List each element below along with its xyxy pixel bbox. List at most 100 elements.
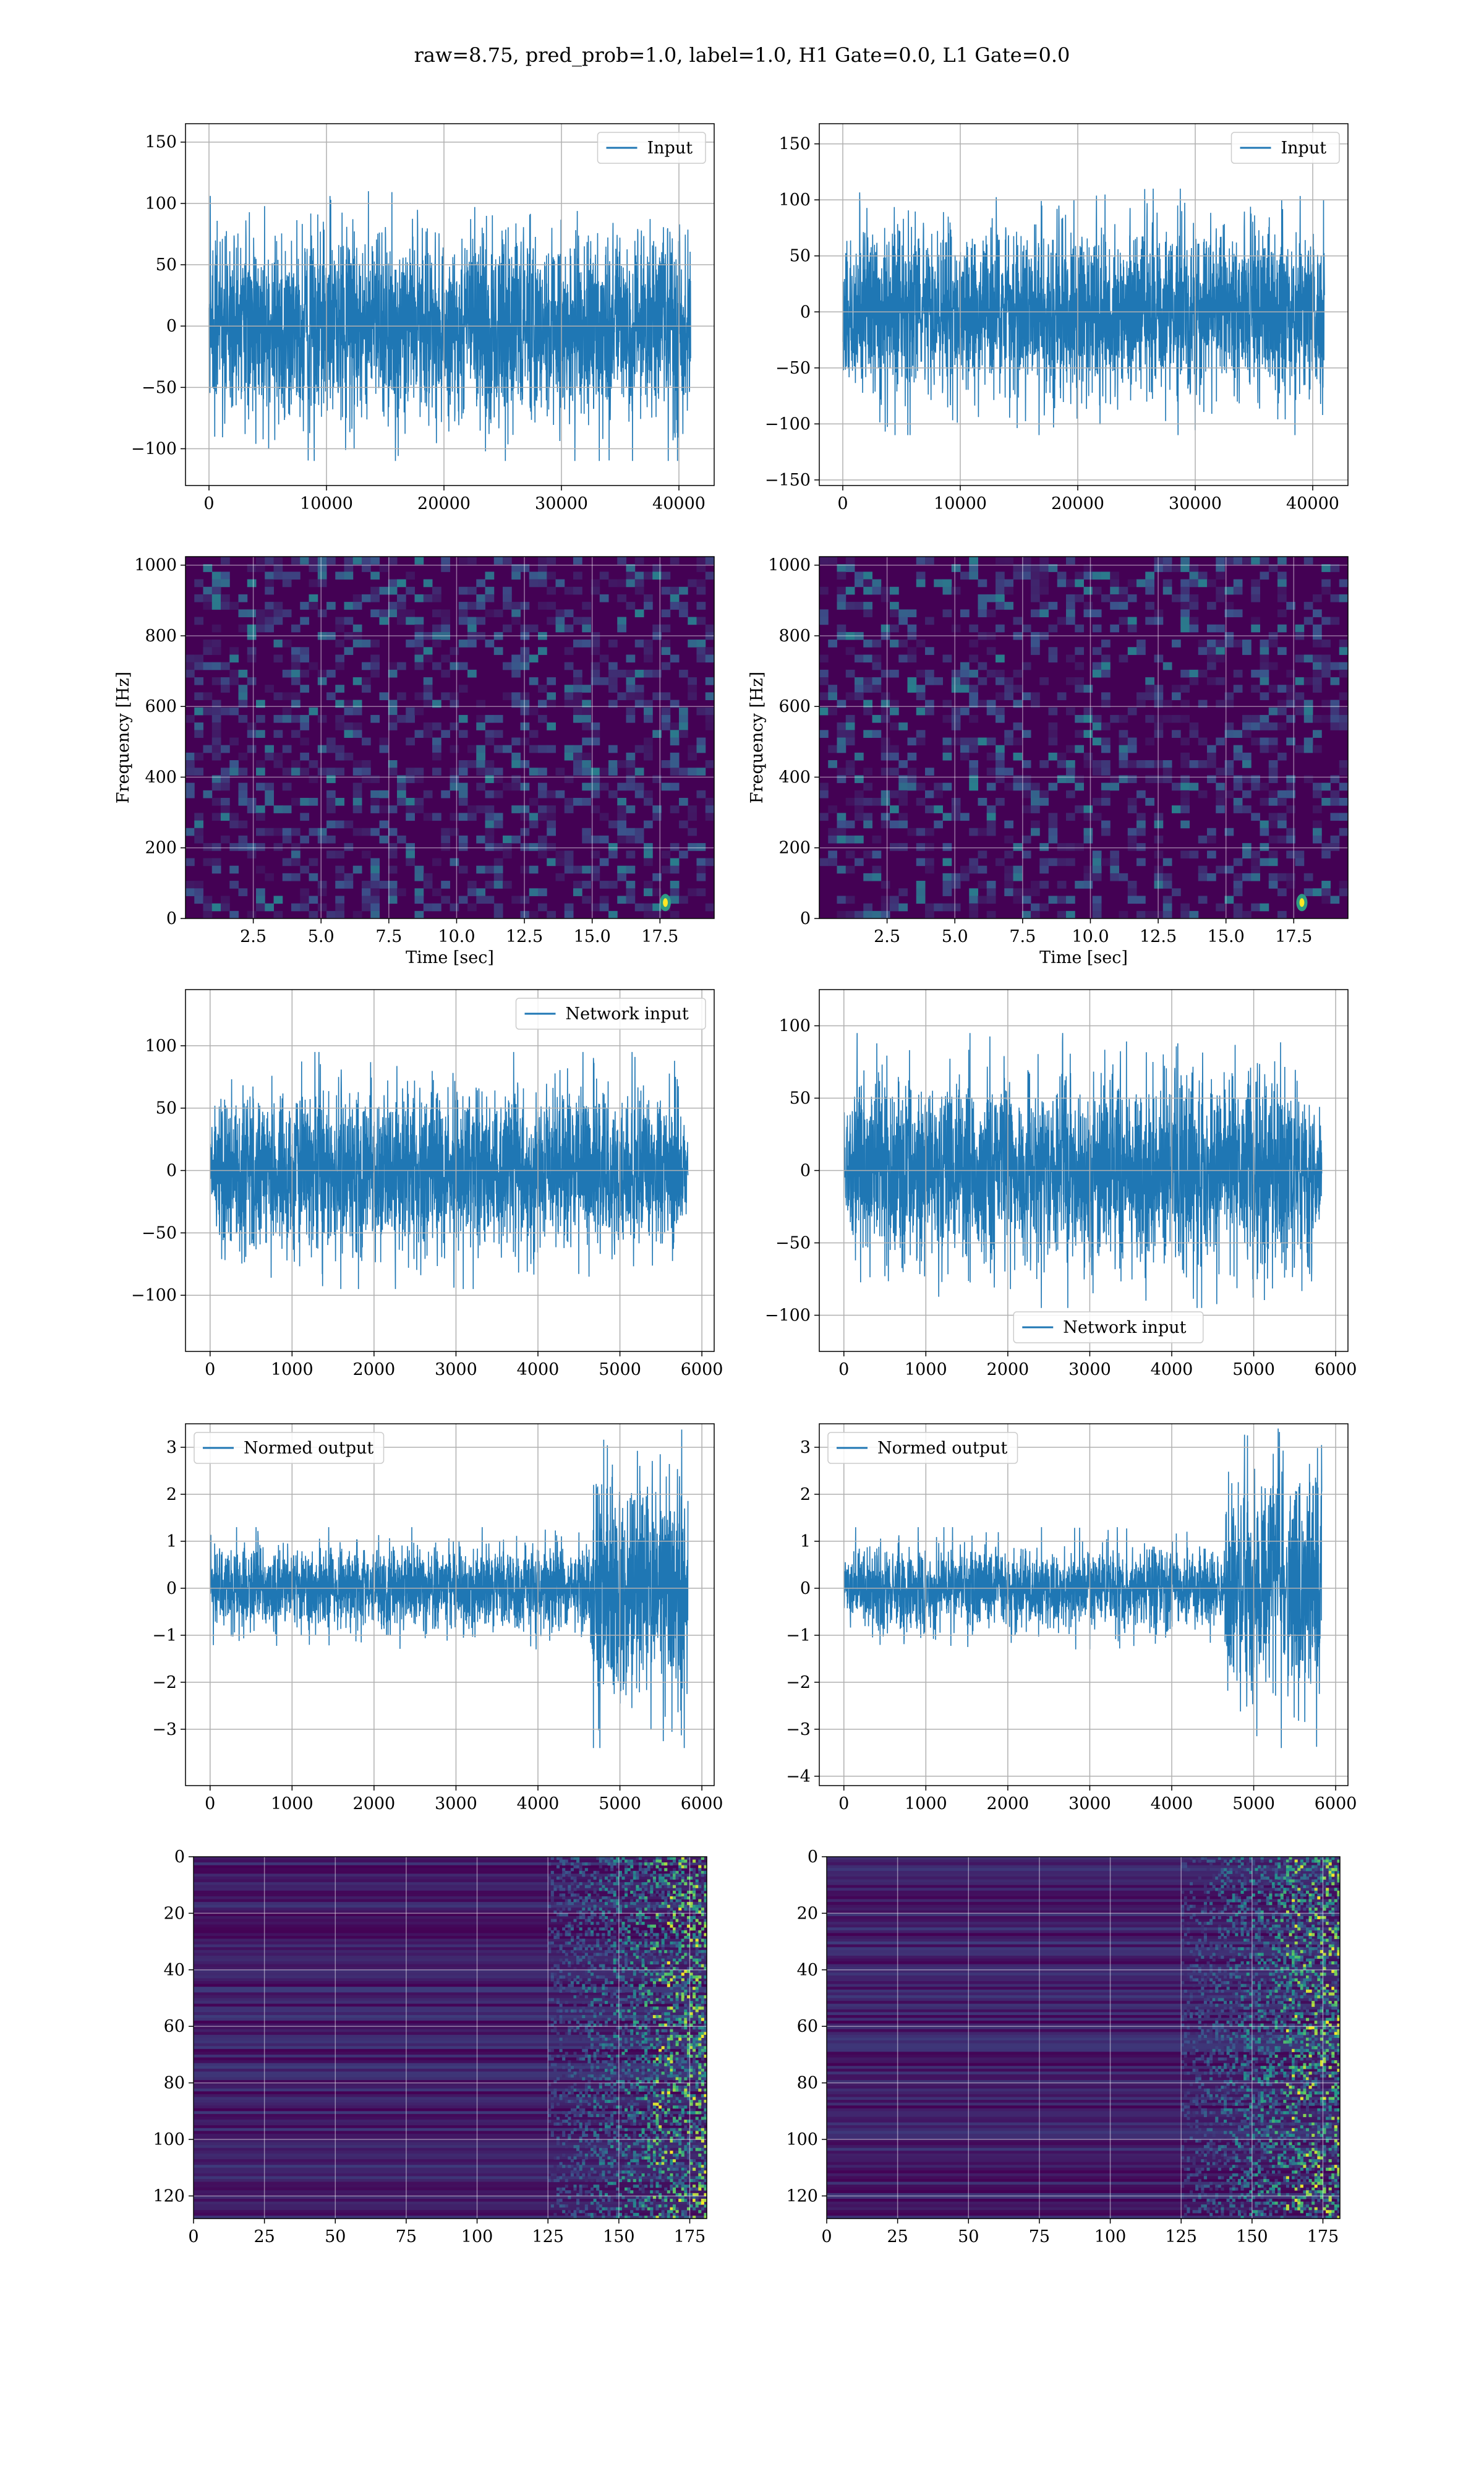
feature-cell <box>661 1862 665 1866</box>
y-tick-label: 600 <box>145 697 177 716</box>
feature-cell <box>684 1859 688 1863</box>
feature-cell <box>550 1975 554 1979</box>
feature-cell <box>633 1941 636 1945</box>
feature-cell <box>641 2185 645 2188</box>
feature-cell <box>627 1938 631 1942</box>
feature-cell <box>587 1978 591 1982</box>
spectrogram-cell <box>1013 782 1023 791</box>
feature-row <box>194 2215 707 2219</box>
spectrogram-cell <box>696 707 706 716</box>
feature-cell <box>553 2176 557 2180</box>
feature-cell <box>616 2046 620 2050</box>
feature-cell <box>684 2021 688 2024</box>
feature-cell <box>638 1922 642 1925</box>
legend-entry: Input <box>1281 139 1327 158</box>
spectrogram-cell <box>388 888 398 896</box>
feature-cell <box>661 1913 665 1917</box>
spectrogram-cell <box>855 805 864 813</box>
feature-cell <box>675 1944 679 1948</box>
feature-cell <box>562 1950 566 1953</box>
feature-cell <box>670 2165 673 2168</box>
spectrogram-cell <box>291 714 301 723</box>
feature-cell <box>672 2190 676 2194</box>
feature-cell <box>590 2074 594 2078</box>
feature-cell <box>568 1890 571 1894</box>
feature-cell <box>602 1915 605 1920</box>
feature-cell <box>681 1904 684 1908</box>
feature-cell <box>630 2100 634 2104</box>
feature-cell <box>633 2170 636 2174</box>
feature-cell <box>599 2077 602 2081</box>
feature-cell <box>587 1969 591 1973</box>
feature-row <box>194 2043 707 2047</box>
spectrogram-cell <box>688 685 697 693</box>
spectrogram-cell <box>247 722 257 730</box>
feature-cell <box>582 2006 586 2010</box>
feature-cell <box>573 1888 577 1891</box>
spectrogram-cell <box>1216 564 1225 572</box>
feature-cell <box>630 2032 634 2035</box>
feature-cell <box>675 2088 679 2092</box>
feature-cell <box>607 2054 611 2058</box>
spectrogram-cell <box>344 707 354 716</box>
spectrogram-cell <box>855 571 864 580</box>
spectrogram-cell <box>573 745 582 753</box>
spectrogram-cell <box>1251 873 1260 881</box>
spectrogram-cell <box>626 685 636 693</box>
feature-cell <box>655 2204 659 2208</box>
spectrogram-cell <box>1057 760 1067 768</box>
feature-cell <box>596 2153 600 2157</box>
spectrogram-cell <box>1207 760 1216 768</box>
feature-cell <box>664 2012 668 2016</box>
feature-cell <box>553 1972 557 1976</box>
feature-cell <box>670 2060 673 2064</box>
feature-cell <box>576 1969 580 1973</box>
feature-cell <box>659 2193 662 2196</box>
spectrogram-cell <box>503 745 512 753</box>
spectrogram-cell <box>211 813 221 821</box>
feature-cell <box>684 2170 688 2174</box>
spectrogram-cell <box>855 685 864 693</box>
y-tick-label: 0 <box>166 1579 177 1598</box>
spectrogram-cell <box>247 805 257 813</box>
feature-cell <box>641 1873 645 1877</box>
feature-cell <box>556 2077 560 2081</box>
spectrogram-cell <box>238 888 248 896</box>
feature-cell <box>565 2145 568 2149</box>
feature-cell <box>599 2034 602 2038</box>
feature-cell <box>644 1941 648 1945</box>
feature-cell <box>638 1907 642 1911</box>
spectrogram-cell <box>872 654 882 663</box>
spectrogram-cell <box>1101 722 1111 730</box>
feature-cell <box>604 2037 608 2041</box>
feature-cell <box>641 1964 645 1967</box>
spectrogram-cell <box>1233 640 1243 648</box>
spectrogram-cell <box>379 820 389 829</box>
spectrogram-cell <box>863 602 872 610</box>
spectrogram-cell <box>414 557 424 565</box>
spectrogram-cell <box>370 654 380 663</box>
spectrogram-cell <box>1198 865 1208 874</box>
spectrogram-cell <box>696 654 706 663</box>
spectrogram-cell <box>362 850 371 858</box>
feature-cell <box>596 2136 600 2140</box>
feature-cell <box>607 1981 611 1985</box>
feature-cell <box>573 2120 577 2123</box>
spectrogram-cell <box>273 752 283 761</box>
feature-cell <box>587 1879 591 1883</box>
x-tick-label: 4000 <box>1151 1794 1193 1813</box>
spectrogram-cell <box>1260 654 1269 663</box>
feature-cell <box>556 1857 560 1860</box>
spectrogram-cell <box>370 903 380 912</box>
spectrogram-cell <box>644 571 653 580</box>
spectrogram-cell <box>1004 557 1013 565</box>
feature-row <box>194 2136 707 2140</box>
spectrogram-cell <box>1154 873 1164 881</box>
spectrogram-cell <box>828 692 837 701</box>
feature-cell <box>596 1857 600 1860</box>
feature-cell <box>607 2077 611 2081</box>
feature-row <box>194 2066 707 2070</box>
feature-cell <box>638 2179 642 2183</box>
feature-cell <box>556 2176 560 2180</box>
x-tick-label: 2000 <box>987 1360 1030 1379</box>
